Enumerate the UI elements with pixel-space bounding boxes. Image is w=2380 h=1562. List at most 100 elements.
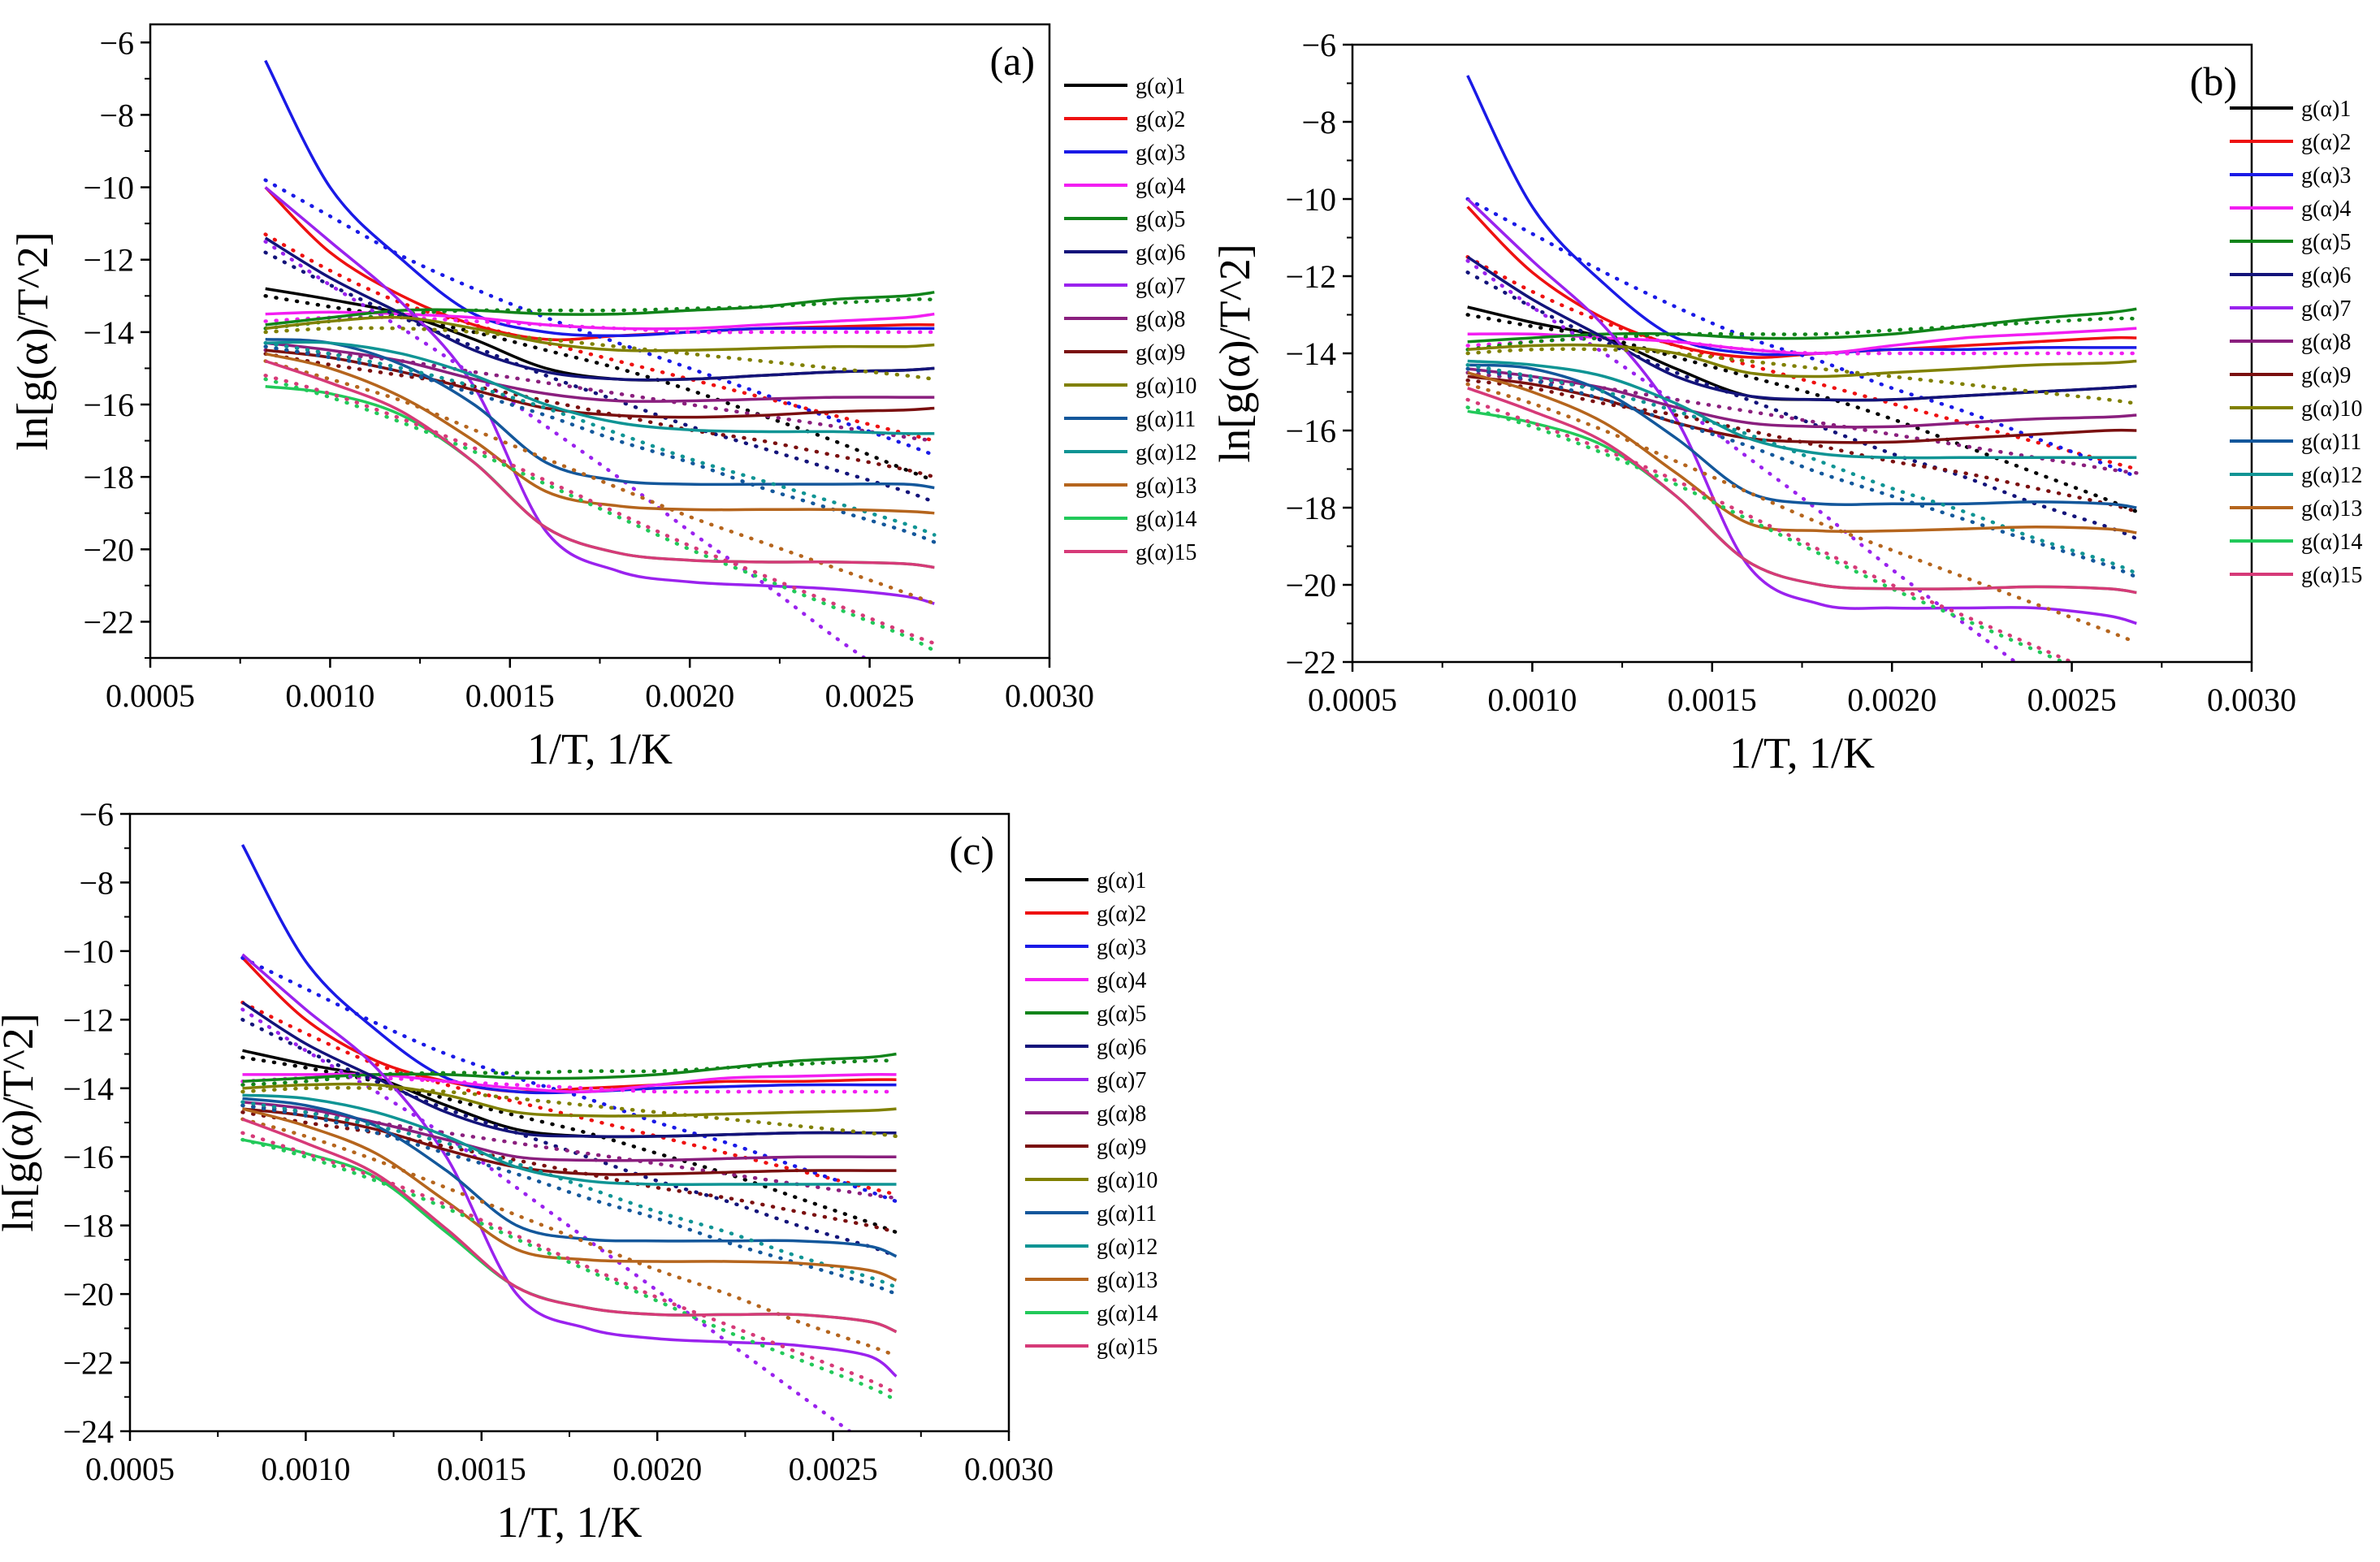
- legend-label-15: g(α)15: [1097, 1335, 1158, 1360]
- data-line-11: [265, 338, 935, 490]
- data-line-7: [1466, 197, 2137, 625]
- fit-line-7: [1465, 258, 2019, 662]
- fit-line-13: [240, 1117, 898, 1358]
- data-line-5: [265, 291, 935, 327]
- legend: g(α)1 g(α)2 g(α)3 g(α)4 g(α)5 g(α)6 g(α)7 g(α)8…: [1025, 868, 1158, 1360]
- x-tick-label: 0.0030: [2207, 681, 2296, 718]
- x-tick-label: 0.0025: [2027, 681, 2117, 718]
- x-tick-label: 0.0030: [964, 1451, 1054, 1487]
- fit-line-1: [1465, 313, 2139, 514]
- y-tick-label: −16: [83, 387, 134, 423]
- panel-label: (b): [2190, 58, 2237, 104]
- legend-label-11: g(α)11: [1136, 407, 1196, 432]
- legend-label-6: g(α)6: [1136, 240, 1185, 266]
- legend-label-15: g(α)15: [1136, 540, 1196, 565]
- y-tick-label: −20: [1285, 567, 1336, 604]
- fit-line-11: [263, 344, 937, 544]
- legend-label-8: g(α)8: [2301, 330, 2351, 355]
- legend-label-14: g(α)14: [2301, 530, 2362, 555]
- y-tick-label: −16: [63, 1139, 114, 1175]
- x-axis-label: 1/T, 1/K: [1729, 729, 1875, 777]
- x-tick-label: 0.0025: [825, 677, 915, 714]
- y-tick-label: −8: [79, 864, 114, 901]
- series-group: [263, 59, 937, 658]
- fit-line-13: [263, 359, 937, 606]
- data-line-9: [1467, 374, 2137, 444]
- fit-line-11: [240, 1103, 898, 1296]
- legend-label-4: g(α)4: [1097, 968, 1146, 993]
- x-tick-label: 0.0005: [1308, 681, 1397, 718]
- x-tick-label: 0.0010: [285, 677, 374, 714]
- legend-label-2: g(α)2: [1136, 107, 1185, 132]
- legend-label-9: g(α)9: [1097, 1135, 1146, 1160]
- legend-label-15: g(α)15: [2301, 563, 2362, 588]
- legend-label-6: g(α)6: [1097, 1035, 1146, 1060]
- x-tick-label: 0.0005: [106, 677, 195, 714]
- x-tick-label: 0.0005: [85, 1451, 175, 1487]
- x-tick-label: 0.0010: [261, 1451, 350, 1487]
- data-line-15: [241, 1118, 898, 1334]
- fit-line-5: [263, 297, 937, 331]
- legend-label-9: g(α)9: [1136, 340, 1185, 366]
- series-group: [240, 844, 898, 1431]
- legend-label-7: g(α)7: [2301, 296, 2351, 322]
- panel-label: (c): [950, 828, 995, 873]
- y-tick-label: −12: [83, 242, 134, 279]
- data-line-9: [242, 1107, 897, 1176]
- legend-label-3: g(α)3: [1097, 935, 1146, 960]
- data-line-6: [264, 236, 935, 382]
- data-line-15: [1467, 387, 2137, 595]
- x-tick-label: 0.0015: [437, 1451, 526, 1487]
- chart-panel-3: 0.0005 0.0010 0.0015 0.0020 0.0025 0.0030 −24 −…: [0, 796, 1158, 1547]
- plot-frame: [128, 812, 1010, 1433]
- series-group: [1465, 75, 2139, 662]
- fit-line-14: [240, 1137, 898, 1403]
- y-tick-label: −16: [1285, 413, 1336, 449]
- legend-label-7: g(α)7: [1097, 1068, 1146, 1093]
- data-line-8: [242, 1100, 897, 1162]
- y-tick-label: −12: [63, 1002, 114, 1038]
- legend-label-4: g(α)4: [1136, 174, 1185, 199]
- data-line-12: [242, 1093, 897, 1187]
- data-line-12: [1467, 359, 2137, 460]
- legend: g(α)1 g(α)2 g(α)3 g(α)4 g(α)5 g(α)6 g(α)7 g(α)8…: [2230, 97, 2362, 588]
- data-line-7: [264, 186, 935, 605]
- y-axis-label: ln[g(α)/T^2]: [8, 231, 57, 451]
- legend-label-12: g(α)12: [1097, 1235, 1158, 1260]
- data-line-11: [242, 1097, 898, 1258]
- legend-label-2: g(α)2: [2301, 130, 2351, 155]
- legend-label-10: g(α)10: [2301, 396, 2362, 422]
- x-tick-label: 0.0020: [645, 677, 734, 714]
- fit-line-12: [1465, 363, 2139, 576]
- fit-line-1: [263, 294, 937, 482]
- legend-label-3: g(α)3: [1136, 141, 1185, 166]
- y-axis-label: ln[g(α)/T^2]: [0, 1013, 42, 1232]
- legend-label-8: g(α)8: [1136, 307, 1185, 332]
- legend-label-13: g(α)13: [2301, 496, 2362, 521]
- data-line-11: [1467, 363, 2137, 509]
- y-tick-label: −8: [99, 97, 134, 133]
- fit-line-15: [240, 1131, 898, 1395]
- legend-label-11: g(α)11: [2301, 430, 2361, 455]
- fit-line-2: [263, 232, 937, 443]
- fit-line-11: [1465, 366, 2139, 579]
- y-axis-label: ln[g(α)/T^2]: [1210, 244, 1259, 463]
- fit-line-14: [263, 377, 937, 653]
- y-tick-label: −22: [83, 604, 134, 640]
- data-line-1: [242, 1049, 897, 1139]
- y-tick-label: −22: [63, 1345, 114, 1382]
- fit-line-2: [1465, 255, 2139, 471]
- data-line-10: [242, 1082, 897, 1118]
- legend-label-5: g(α)5: [2301, 230, 2351, 255]
- legend-label-2: g(α)2: [1097, 902, 1146, 927]
- y-tick-label: −10: [83, 170, 134, 206]
- data-line-15: [265, 359, 935, 569]
- data-line-2: [264, 186, 935, 342]
- data-line-3: [264, 59, 935, 338]
- y-tick-label: −10: [1285, 181, 1336, 218]
- y-tick-label: −20: [83, 531, 134, 568]
- y-tick-label: −18: [83, 459, 134, 495]
- legend: g(α)1 g(α)2 g(α)3 g(α)4 g(α)5 g(α)6 g(α)7 g(α)8…: [1064, 74, 1196, 565]
- legend-label-14: g(α)14: [1136, 507, 1196, 532]
